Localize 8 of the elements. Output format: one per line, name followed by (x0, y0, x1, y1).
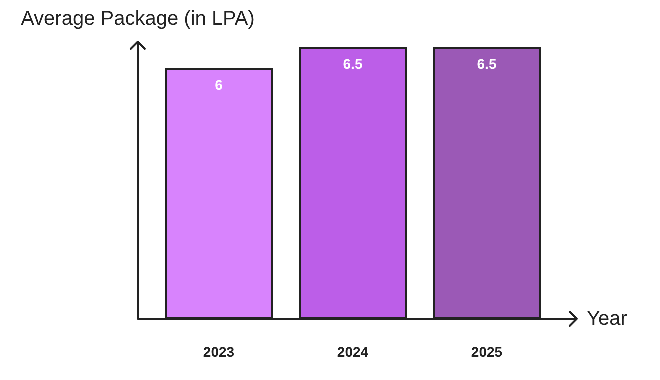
data-label: 6 (215, 77, 224, 94)
x-tick-label: 2025 (471, 344, 503, 360)
data-label: 6.5 (477, 56, 497, 72)
y-axis-title: Average Package (in LPA) (21, 8, 255, 30)
x-tick-label: 2024 (337, 344, 369, 360)
x-tick-label: 2023 (203, 344, 235, 360)
x-axis-title: Year (587, 308, 628, 330)
data-label: 6.5 (343, 56, 363, 72)
